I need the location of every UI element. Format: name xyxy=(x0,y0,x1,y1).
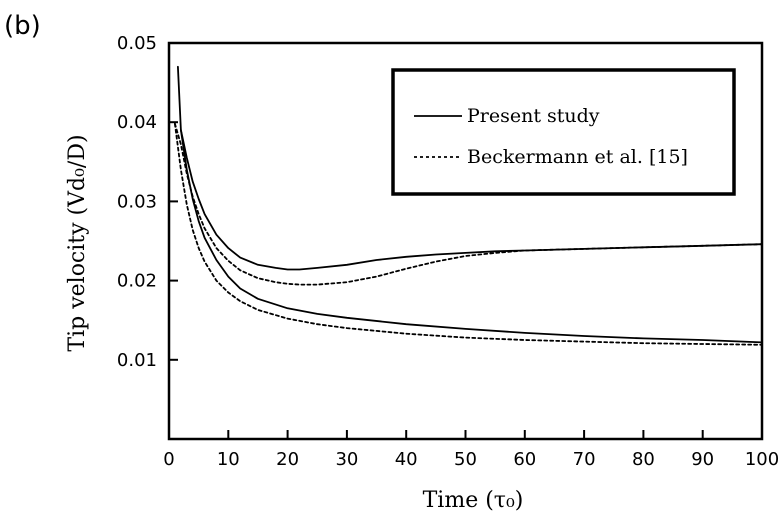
legend: Present study Beckermann et al. [15] xyxy=(391,68,736,196)
y-tick-label: 0.04 xyxy=(117,112,157,133)
x-tick-label: 70 xyxy=(573,449,596,470)
y-axis-label: Tip velocity (Vd₀/D) xyxy=(65,134,90,351)
x-tick-label: 0 xyxy=(163,449,174,470)
series-layer xyxy=(173,65,763,346)
legend-label-beckermann: Beckermann et al. [15] xyxy=(467,146,688,168)
series-beckermann-upper-line xyxy=(173,122,763,286)
x-tick-label: 30 xyxy=(335,449,358,470)
x-tick-label: 20 xyxy=(276,449,299,470)
y-axis-ticks: 0.01 0.02 0.03 0.04 0.05 xyxy=(117,33,178,371)
x-tick-label: 10 xyxy=(217,449,240,470)
y-tick-label: 0.02 xyxy=(117,271,157,292)
x-tick-label: 80 xyxy=(632,449,655,470)
x-axis-ticks: 0 10 20 30 40 50 60 70 80 90 100 xyxy=(163,430,779,470)
x-tick-label: 50 xyxy=(454,449,477,470)
y-tick-label: 0.01 xyxy=(117,350,157,371)
x-tick-label: 40 xyxy=(395,449,418,470)
legend-box xyxy=(391,68,736,196)
series-beckermann-lower-line xyxy=(173,122,763,346)
x-tick-label: 90 xyxy=(691,449,714,470)
x-tick-label: 100 xyxy=(745,449,779,470)
legend-label-present: Present study xyxy=(467,105,600,127)
y-tick-label: 0.05 xyxy=(117,33,157,54)
x-axis-label: Time (τ₀) xyxy=(423,488,524,513)
series-present-study-lower-line xyxy=(179,129,763,344)
series-present-study-upper-line xyxy=(176,65,763,271)
panel-label: (b) xyxy=(4,11,41,41)
y-tick-label: 0.03 xyxy=(117,191,157,212)
x-tick-label: 60 xyxy=(513,449,536,470)
